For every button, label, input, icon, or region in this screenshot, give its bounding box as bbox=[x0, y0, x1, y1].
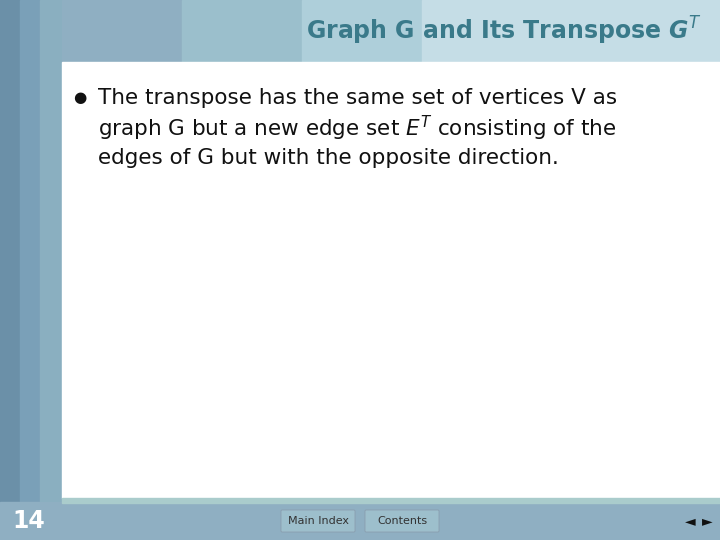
Bar bbox=[182, 0, 302, 62]
Bar bbox=[62, 498, 720, 503]
Text: edges of G but with the opposite direction.: edges of G but with the opposite directi… bbox=[98, 148, 559, 168]
Bar bbox=[62, 0, 182, 62]
Text: Contents: Contents bbox=[377, 516, 427, 526]
Bar bbox=[20, 0, 40, 502]
Bar bbox=[0, 0, 20, 502]
Text: Graph G and Its Transpose $\bfit{G}$$^T$: Graph G and Its Transpose $\bfit{G}$$^T$ bbox=[306, 15, 702, 47]
Text: Main Index: Main Index bbox=[287, 516, 348, 526]
Bar bbox=[62, 62, 720, 498]
Text: ●: ● bbox=[73, 91, 86, 105]
Bar bbox=[0, 502, 720, 540]
Bar bbox=[40, 0, 62, 502]
Text: The transpose has the same set of vertices V as: The transpose has the same set of vertic… bbox=[98, 88, 617, 108]
Text: ◄: ◄ bbox=[685, 514, 696, 528]
FancyBboxPatch shape bbox=[281, 510, 355, 532]
Text: 14: 14 bbox=[12, 509, 45, 533]
Text: graph G but a new edge set $E^T$ consisting of the: graph G but a new edge set $E^T$ consist… bbox=[98, 113, 616, 143]
Bar bbox=[302, 0, 422, 62]
FancyBboxPatch shape bbox=[365, 510, 439, 532]
Text: ►: ► bbox=[702, 514, 712, 528]
Bar bbox=[422, 0, 720, 62]
